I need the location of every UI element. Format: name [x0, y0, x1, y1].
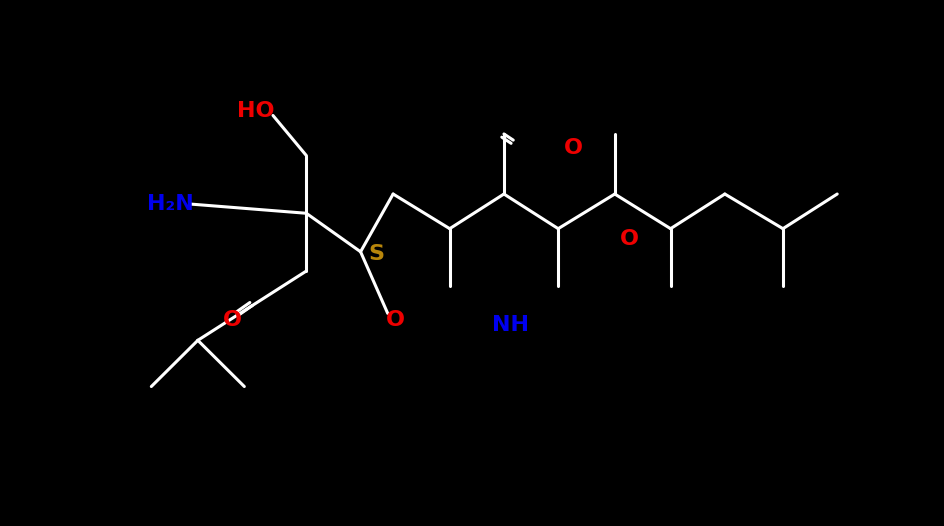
Text: NH: NH — [492, 315, 529, 335]
Text: O: O — [386, 309, 405, 329]
Text: O: O — [223, 309, 243, 329]
Text: S: S — [368, 244, 384, 264]
Text: O: O — [565, 138, 583, 158]
Text: H₂N: H₂N — [147, 194, 194, 214]
Text: HO: HO — [237, 101, 275, 121]
Text: O: O — [620, 229, 639, 249]
